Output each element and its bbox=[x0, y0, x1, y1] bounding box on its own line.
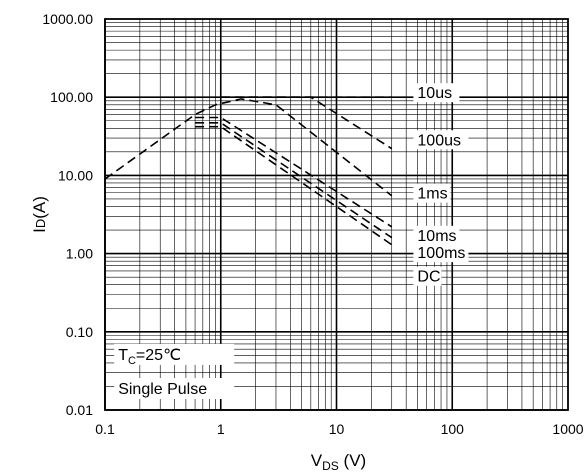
y-axis-title: ID(A) bbox=[30, 196, 49, 233]
x-tick-label: 10 bbox=[329, 421, 345, 437]
annotation-0: TC=25℃ bbox=[114, 343, 235, 367]
plot-frame bbox=[104, 18, 569, 411]
y-tick-label: 1.00 bbox=[66, 246, 93, 262]
y-tick-label: 0.01 bbox=[66, 402, 93, 418]
series-label-DC: DC bbox=[417, 269, 440, 286]
series-label-100ms: 100ms bbox=[417, 245, 465, 262]
series-line-10ms bbox=[195, 116, 393, 228]
x-tick-label: 100 bbox=[441, 421, 465, 437]
x-axis-title: VDS (V) bbox=[311, 451, 366, 471]
annotation-main: T bbox=[118, 347, 128, 364]
series-label-bg bbox=[413, 266, 442, 286]
series-label-100us: 100us bbox=[417, 132, 461, 149]
y-tick-label: 0.10 bbox=[66, 324, 93, 340]
x-axis-title-sub: DS bbox=[322, 459, 339, 471]
series-label-bg bbox=[413, 225, 460, 245]
x-axis-title-unit: (V) bbox=[339, 451, 366, 470]
x-tick-label: 1 bbox=[217, 421, 225, 437]
series-label-10us: 10us bbox=[417, 85, 452, 102]
annotation-text: Single Pulse bbox=[118, 381, 207, 398]
y-axis-title-sub: D bbox=[33, 219, 48, 228]
series-line-DC bbox=[195, 125, 393, 246]
y-axis-title-unit: (A) bbox=[30, 196, 49, 219]
series-label-10ms: 10ms bbox=[417, 228, 456, 245]
y-axis-title-main: I bbox=[30, 228, 49, 233]
x-tick-label: 0.1 bbox=[95, 421, 115, 437]
series-label-bg bbox=[413, 83, 460, 103]
annotation-sub: C bbox=[128, 355, 136, 367]
series-label-1ms: 1ms bbox=[417, 186, 447, 203]
series-line-100ms bbox=[195, 122, 393, 239]
series-label-bg bbox=[413, 183, 451, 203]
y-tick-label: 100.00 bbox=[50, 89, 93, 105]
annotation-bg bbox=[114, 377, 235, 399]
x-axis-title-main: V bbox=[311, 451, 323, 470]
series-label-bg bbox=[413, 130, 469, 150]
annotation-main: Single Pulse bbox=[118, 381, 207, 398]
series-line-1ms bbox=[104, 98, 393, 197]
x-tick-label: 1000 bbox=[552, 421, 583, 437]
grid-layer bbox=[104, 18, 569, 411]
tick-layer: 0.1 1 10 100 1000 0.01 0.10 1.00 10.00 100.00 1000… bbox=[42, 11, 583, 437]
y-tick-label: 10.00 bbox=[58, 167, 93, 183]
series-layer bbox=[104, 96, 393, 246]
annotation-bg bbox=[114, 343, 235, 365]
annotation-text: TC=25℃ bbox=[118, 347, 181, 367]
annotation-1: Single Pulse bbox=[114, 377, 235, 399]
series-label-bg bbox=[413, 243, 469, 263]
series-line-100us bbox=[220, 96, 393, 150]
annotation-rest: =25℃ bbox=[136, 347, 181, 364]
y-tick-label: 1000.00 bbox=[42, 11, 93, 27]
